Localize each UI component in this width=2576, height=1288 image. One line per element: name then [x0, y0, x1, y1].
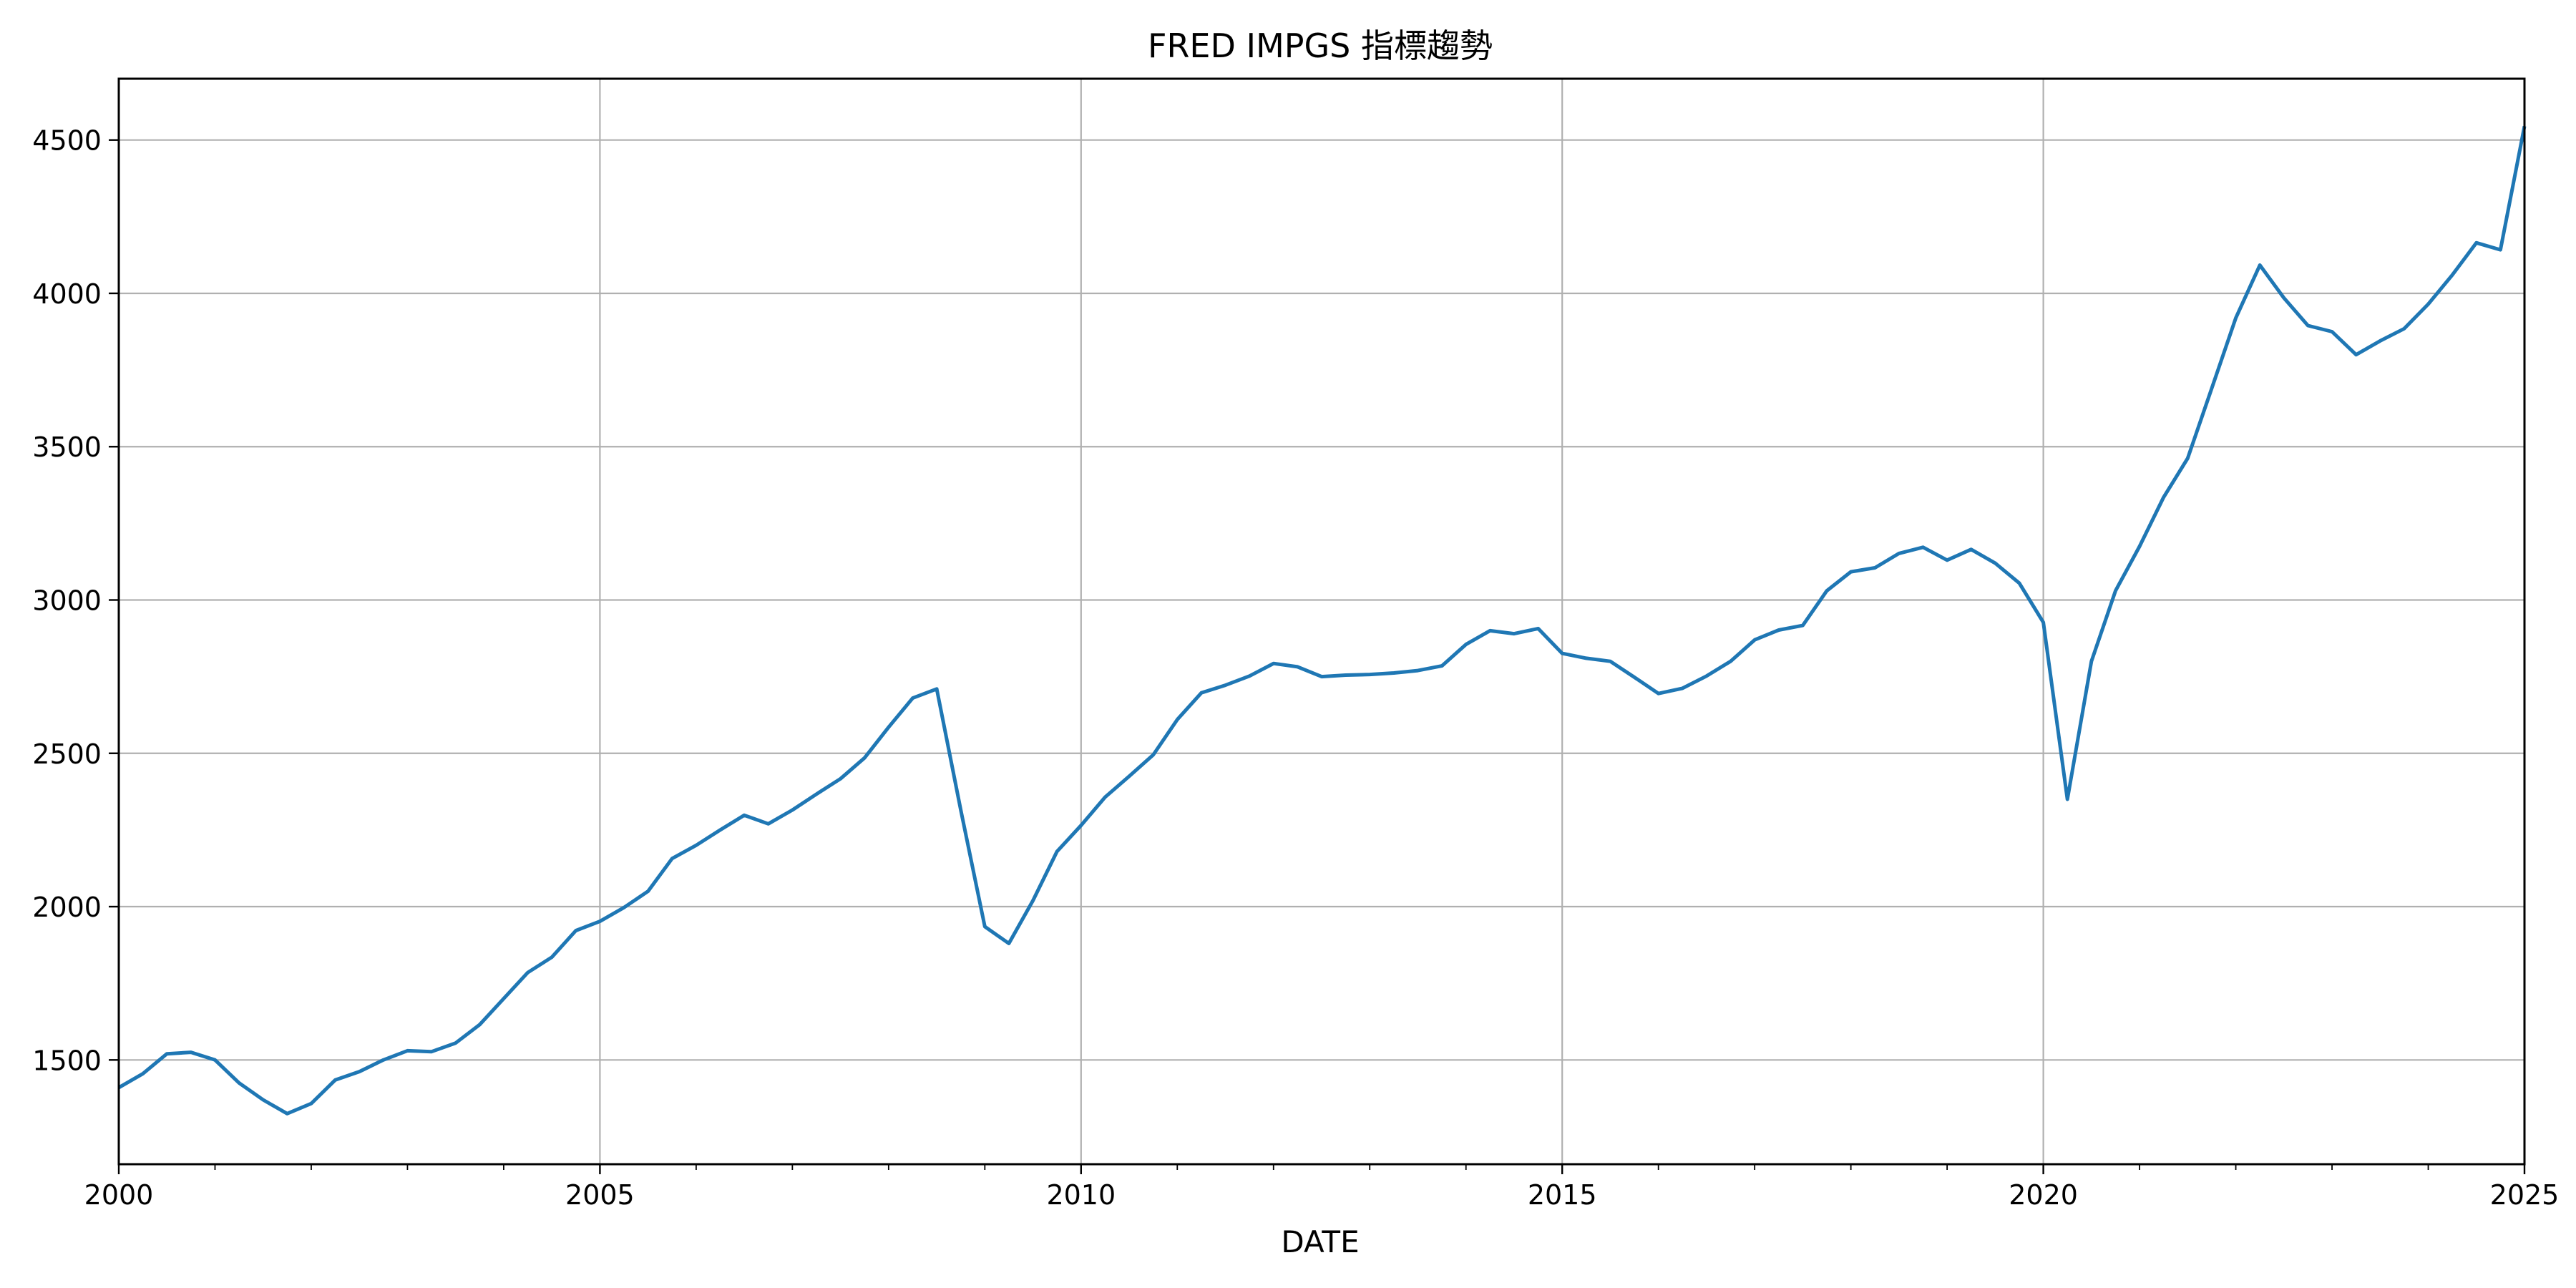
y-tick-label: 2500	[32, 738, 102, 770]
x-tick-label: 2025	[2490, 1179, 2560, 1211]
x-axis-label: DATE	[1281, 1224, 1359, 1259]
y-tick-label: 3000	[32, 585, 102, 617]
x-tick-label: 2020	[2009, 1179, 2078, 1211]
y-tick-label: 4500	[32, 125, 102, 157]
x-tick-label: 2015	[1528, 1179, 1597, 1211]
x-tick-label: 2005	[565, 1179, 635, 1211]
series-layer	[117, 125, 2527, 1116]
series-line	[117, 125, 2527, 1116]
y-tick-label: 3500	[32, 431, 102, 463]
plot-frame	[117, 77, 2526, 1166]
y-tick-label: 4000	[32, 278, 102, 310]
chart-title: FRED IMPGS 指標趨勢	[1148, 26, 1493, 65]
y-tick-label: 1500	[32, 1045, 102, 1076]
y-tick-label: 2000	[32, 892, 102, 923]
x-tick-label: 2000	[84, 1179, 154, 1211]
axis-ticks: 1500 2000 2500 3000 3500 4000 4500 2000 2005 2010…	[32, 125, 2559, 1211]
x-tick-label: 2010	[1046, 1179, 1116, 1211]
